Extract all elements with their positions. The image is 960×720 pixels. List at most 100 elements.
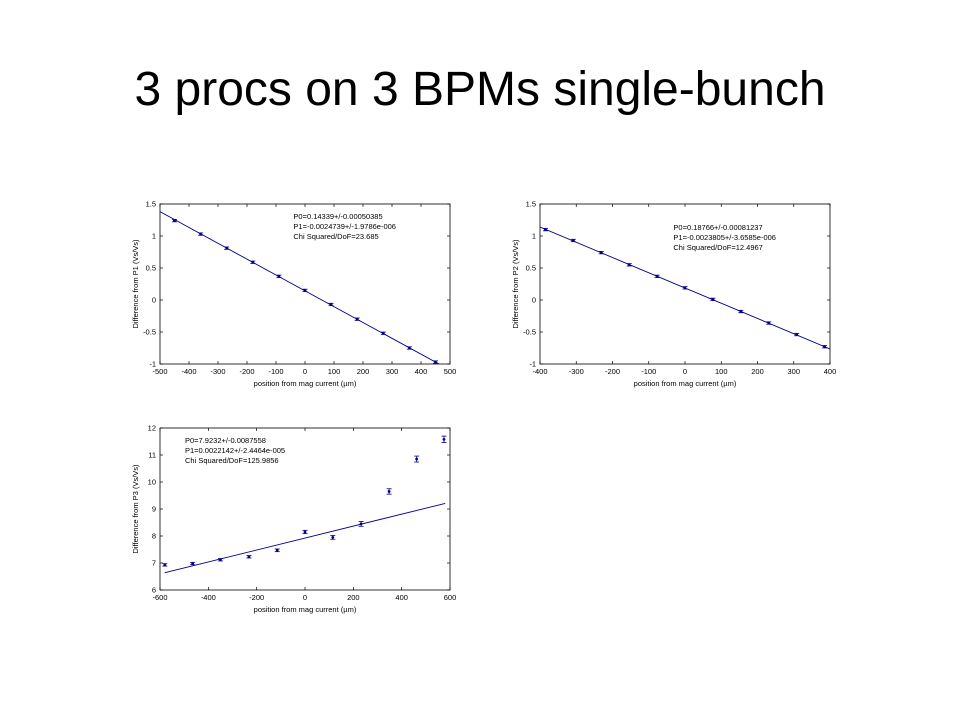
- data-point: [303, 289, 307, 292]
- y-tick-label: -0.5: [523, 328, 536, 337]
- fit-annotation: P0=0.18766+/-0.00081237: [673, 223, 762, 232]
- data-point: [599, 251, 603, 255]
- data-point: [329, 303, 333, 306]
- y-tick-label: 11: [148, 451, 156, 460]
- x-tick-label: 300: [787, 367, 800, 376]
- data-point: [683, 286, 687, 290]
- data-point: [387, 490, 391, 493]
- y-tick-label: 8: [152, 532, 156, 541]
- data-point: [199, 232, 202, 236]
- x-tick-label: 0: [303, 593, 307, 602]
- data-point: [251, 260, 255, 264]
- data-point: [355, 317, 359, 321]
- data-point: [434, 360, 437, 364]
- fit-annotation: P0=7.9232+/-0.0087558: [185, 436, 266, 445]
- x-tick-label: -400: [532, 367, 547, 376]
- data-point: [795, 333, 799, 336]
- data-point: [191, 562, 195, 565]
- plot-frame: [159, 203, 451, 365]
- plot-p3: -600 -400 -200 0 200 400 600 6 7 8 9 10 11 12 position…: [131, 424, 457, 615]
- y-axis-label: Difference from P3 (Vs/Vs): [131, 464, 140, 554]
- data-point: [415, 457, 419, 461]
- y-axis-label: Difference from P1 (Vs/Vs): [131, 239, 140, 329]
- fit-annotation: P0=0.14339+/-0.00050385: [293, 212, 382, 221]
- y-tick-label: 1: [152, 232, 156, 241]
- y-tick-label: 1: [532, 232, 536, 241]
- y-tick-label: 0: [532, 296, 536, 305]
- data-point: [277, 274, 281, 278]
- y-tick-label: -1: [529, 360, 536, 369]
- fit-annotation: P1=-0.0023805+/-3.6585e-006: [673, 233, 776, 242]
- y-tick-label: 0: [152, 296, 156, 305]
- data-point: [767, 321, 771, 325]
- y-tick-label: 0.5: [526, 264, 536, 273]
- x-axis-label: position from mag current (µm): [634, 379, 737, 388]
- x-tick-label: 0: [683, 367, 687, 376]
- plot-frame: [159, 427, 451, 591]
- data-point: [225, 246, 229, 250]
- x-tick-label: -400: [201, 593, 216, 602]
- data-point: [442, 437, 446, 441]
- y-axis-label: Difference from P2 (Vs/Vs): [511, 239, 520, 329]
- data-point: [544, 228, 547, 231]
- y-tick-label: 6: [152, 586, 156, 595]
- x-tick-label: 600: [444, 593, 457, 602]
- data-point: [219, 558, 222, 562]
- x-tick-label: -200: [249, 593, 264, 602]
- data-point: [173, 219, 176, 223]
- plot-p1: -500 -400 -300 -200 -100 0 100 200 300 400 500 -1 -0…: [131, 200, 456, 389]
- slide-title: 3 procs on 3 BPMs single-bunch: [134, 63, 826, 116]
- y-tick-label: 1.5: [526, 200, 536, 209]
- fit-annotation: Chi Squared/DoF=12.4967: [673, 243, 762, 252]
- data-point: [163, 563, 167, 567]
- x-tick-label: 400: [415, 367, 428, 376]
- fit-line: [164, 502, 446, 574]
- x-tick-label: -300: [210, 367, 225, 376]
- x-tick-label: -200: [605, 367, 620, 376]
- x-tick-label: -500: [152, 367, 167, 376]
- data-point: [359, 522, 363, 526]
- y-tick-label: 1.5: [146, 200, 156, 209]
- plot-frame: [539, 203, 831, 365]
- x-tick-label: 300: [386, 367, 399, 376]
- y-tick-label: 12: [148, 424, 156, 433]
- data-point: [739, 310, 743, 313]
- fit-annotation: P1=-0.0024739+/-1.9786e-006: [293, 222, 396, 231]
- y-tick-label: -1: [149, 360, 156, 369]
- x-tick-label: 400: [824, 367, 837, 376]
- x-tick-label: 200: [347, 593, 360, 602]
- y-tick-label: 10: [148, 478, 156, 487]
- x-tick-label: 100: [715, 367, 728, 376]
- x-tick-label: -100: [268, 367, 283, 376]
- x-tick-label: 200: [357, 367, 370, 376]
- x-tick-label: -400: [181, 367, 196, 376]
- data-point: [571, 239, 575, 242]
- data-point: [823, 345, 826, 349]
- x-tick-label: 200: [751, 367, 764, 376]
- data-point: [303, 530, 307, 534]
- data-point: [247, 555, 251, 559]
- fit-annotation: Chi Squared/DoF=125.9856: [185, 456, 279, 465]
- x-axis-label: position from mag current (µm): [254, 605, 357, 614]
- x-tick-label: -300: [569, 367, 584, 376]
- data-point: [627, 263, 631, 267]
- x-tick-label: -100: [641, 367, 656, 376]
- data-point: [275, 548, 279, 552]
- x-axis-label: position from mag current (µm): [254, 379, 357, 388]
- y-tick-label: 7: [152, 559, 156, 568]
- x-tick-label: 100: [328, 367, 341, 376]
- x-tick-label: 0: [303, 367, 307, 376]
- data-point: [408, 346, 411, 350]
- data-point: [381, 331, 385, 335]
- y-tick-label: 0.5: [146, 264, 156, 273]
- fit-annotation: Chi Squared/DoF=23.685: [293, 232, 378, 241]
- y-tick-label: 9: [152, 505, 156, 514]
- data-point: [655, 274, 659, 278]
- x-tick-label: -200: [239, 367, 254, 376]
- y-tick-label: -0.5: [143, 328, 156, 337]
- data-point: [331, 535, 335, 539]
- fit-annotation: P1=0.0022142+/-2.4464e-005: [185, 446, 285, 455]
- x-tick-label: -600: [152, 593, 167, 602]
- x-tick-label: 400: [395, 593, 408, 602]
- plot-p2: -400 -300 -200 -100 0 100 200 300 400 -1 -0.5 0 0.5 1…: [511, 200, 837, 389]
